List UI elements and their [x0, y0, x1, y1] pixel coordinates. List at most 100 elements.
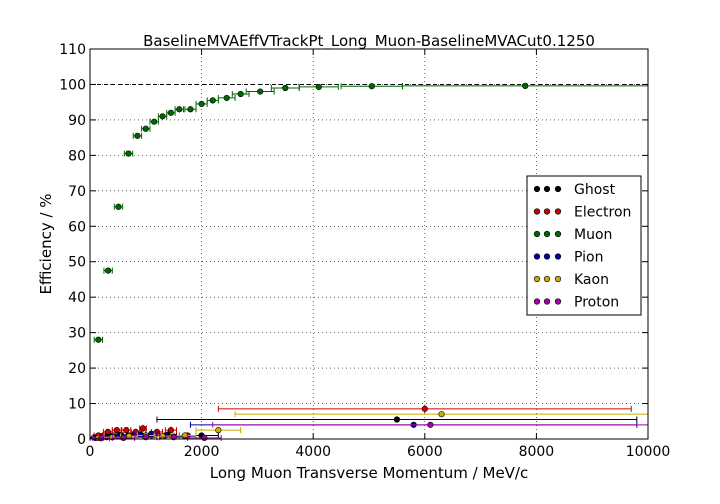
y-tick-label: 90 — [68, 113, 86, 129]
legend-item-muon: Muon — [533, 227, 612, 243]
muon-marker — [237, 90, 244, 98]
legend-marker-pion — [533, 253, 541, 260]
y-tick-label: 30 — [68, 326, 86, 342]
muon-point — [103, 267, 113, 274]
muon-marker — [151, 118, 158, 125]
proton-marker — [201, 434, 208, 442]
muon-point — [113, 203, 124, 210]
y-axis-label: Efficiency / % — [37, 193, 55, 294]
x-tick-label: 8000 — [519, 444, 555, 460]
legend-item-kaon: Kaon — [533, 272, 609, 288]
electron-marker — [113, 427, 120, 434]
legend-marker-ghost — [533, 185, 541, 193]
muon-point — [149, 118, 159, 125]
chart-title: BaselineMVAEffVTrackPt_Long_Muon-Baselin… — [143, 32, 595, 51]
kaon-marker — [159, 433, 166, 440]
electron-point — [111, 427, 122, 434]
muon-marker — [125, 150, 132, 157]
muon-marker — [142, 125, 149, 132]
y-tick-label: 110 — [59, 42, 86, 58]
muon-marker — [134, 132, 141, 139]
muon-marker — [223, 94, 230, 102]
muon-point — [340, 83, 403, 90]
series-proton — [92, 421, 649, 442]
x-tick-label: 6000 — [407, 444, 443, 460]
legend-marker-pion — [554, 253, 562, 260]
data-series — [89, 82, 649, 442]
y-tick-label: 100 — [59, 77, 86, 93]
legend-label-electron: Electron — [574, 205, 631, 221]
muon-marker — [315, 83, 322, 91]
y-tick-label: 50 — [68, 255, 86, 271]
kaon-marker — [438, 411, 445, 418]
legend-marker-proton — [554, 298, 562, 305]
legend-item-ghost: Ghost — [533, 182, 616, 198]
y-tick-label: 0 — [77, 432, 86, 448]
muon-point — [141, 125, 151, 132]
legend-marker-proton — [543, 298, 551, 305]
legend-marker-kaon — [533, 275, 541, 283]
x-axis-label: Long Muon Transverse Momentum / MeV/c — [210, 464, 528, 482]
proton-marker — [120, 434, 127, 442]
muon-point — [217, 94, 236, 102]
legend-marker-muon — [554, 230, 562, 238]
y-tick-label: 10 — [68, 397, 86, 413]
muon-marker — [282, 84, 289, 92]
legend-marker-muon — [543, 230, 551, 238]
muon-marker — [115, 203, 122, 210]
legend-label-ghost: Ghost — [574, 182, 616, 198]
y-tick-label: 20 — [68, 361, 86, 377]
legend-marker-kaon — [543, 275, 551, 283]
muon-point — [174, 106, 184, 113]
legend-label-kaon: Kaon — [574, 272, 609, 288]
legend-marker-proton — [533, 298, 541, 305]
legend-marker-ghost — [554, 185, 562, 193]
muon-point — [195, 100, 208, 108]
muon-marker — [95, 336, 102, 343]
electron-point — [217, 404, 632, 414]
kaon-marker — [215, 427, 222, 434]
legend-box — [526, 175, 642, 316]
electron-point — [164, 426, 177, 434]
muon-marker — [257, 88, 264, 95]
legend-marker-electron — [554, 208, 562, 215]
axis-ticks: 0 2000 4000 6000 8000 10000 0 10 20 30 40 50 60 70 80 9… — [59, 42, 670, 460]
muon-point — [93, 336, 104, 343]
proton-marker — [98, 435, 105, 442]
electron-point — [121, 427, 132, 434]
legend-item-electron: Electron — [533, 205, 631, 221]
pion-marker — [137, 431, 144, 438]
legend: Ghost Electron Muon Pion Kaon Proton — [526, 175, 642, 316]
legend-label-proton: Proton — [574, 295, 619, 311]
muon-point — [184, 106, 197, 113]
kaon-point — [195, 427, 242, 434]
electron-point — [139, 424, 147, 432]
x-tick-label: 2000 — [184, 444, 220, 460]
electron-marker — [104, 428, 111, 436]
muon-marker — [167, 109, 175, 116]
legend-marker-muon — [533, 230, 541, 238]
legend-label-pion: Pion — [574, 250, 603, 266]
legend-marker-ghost — [543, 185, 551, 193]
electron-marker — [123, 427, 130, 434]
muon-marker — [198, 100, 205, 108]
ghost-marker — [393, 416, 401, 423]
muon-point — [245, 88, 275, 95]
muon-marker — [522, 82, 529, 89]
x-tick-label: 4000 — [295, 444, 331, 460]
muon-marker — [159, 113, 166, 120]
muon-marker — [187, 106, 194, 113]
muon-marker — [105, 267, 112, 274]
legend-label-muon: Muon — [574, 227, 612, 243]
x-tick-label: 0 — [86, 444, 95, 460]
electron-marker — [167, 427, 175, 434]
y-tick-label: 40 — [68, 290, 86, 306]
muon-point — [132, 132, 143, 139]
muon-point — [166, 109, 176, 116]
plot-frame — [89, 48, 649, 440]
legend-marker-kaon — [554, 275, 562, 283]
muon-point — [298, 83, 339, 91]
y-tick-label: 70 — [68, 184, 86, 200]
y-tick-label: 60 — [68, 219, 86, 235]
